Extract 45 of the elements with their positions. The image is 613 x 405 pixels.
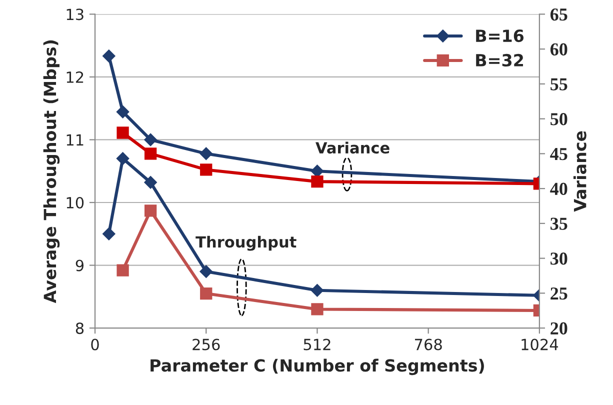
legend-label: B=32 bbox=[476, 54, 523, 67]
annotation: Throughput bbox=[196, 236, 296, 251]
point bbox=[102, 50, 116, 62]
y-tick-label: 13 bbox=[66, 8, 84, 20]
x-axis-title: Parameter C (Number of Segments) bbox=[150, 358, 484, 376]
point bbox=[116, 152, 130, 165]
point bbox=[144, 133, 157, 146]
point bbox=[200, 265, 213, 278]
legend-label: B=16 bbox=[476, 29, 524, 42]
y-tick-label: 8 bbox=[76, 322, 84, 334]
y2-tick-label: 60 bbox=[550, 43, 568, 56]
y2-tick-label: 65 bbox=[550, 8, 568, 21]
y2-tick-label: 50 bbox=[550, 113, 568, 126]
point bbox=[116, 105, 130, 118]
point bbox=[144, 176, 157, 189]
y-tick-label: 9 bbox=[76, 260, 84, 272]
point bbox=[144, 204, 157, 217]
y2-tick-label: 35 bbox=[550, 218, 568, 230]
point bbox=[200, 164, 212, 176]
point bbox=[144, 148, 157, 160]
point bbox=[200, 287, 212, 300]
point bbox=[102, 227, 116, 240]
y-tick-label: 10 bbox=[66, 196, 84, 209]
point bbox=[310, 284, 324, 297]
point bbox=[116, 126, 129, 139]
point bbox=[116, 264, 129, 276]
point bbox=[200, 147, 213, 160]
x-tick-label: 256 bbox=[192, 338, 220, 350]
y2-tick-label: 20 bbox=[550, 322, 568, 334]
y-tick-label: 12 bbox=[66, 71, 84, 83]
x-tick-label: 1024 bbox=[522, 338, 558, 350]
point bbox=[311, 303, 324, 316]
y2-tick-label: 45 bbox=[550, 148, 568, 160]
y2-tick-label: 40 bbox=[550, 182, 568, 195]
y2-tick-label: 55 bbox=[550, 78, 568, 90]
y2-tick-label: 30 bbox=[550, 252, 568, 265]
point bbox=[311, 176, 324, 188]
x-tick-label: 768 bbox=[415, 338, 442, 350]
y-axis-title: Average Throughout (Mbps) bbox=[43, 40, 60, 304]
y-tick-label: 11 bbox=[66, 134, 84, 146]
y2-axis-title: Variance bbox=[573, 131, 586, 212]
annotation: Variance bbox=[316, 142, 390, 154]
x-tick-label: 512 bbox=[304, 338, 330, 350]
y2-tick-label: 25 bbox=[550, 287, 568, 300]
x-tick-label: 0 bbox=[91, 338, 99, 350]
